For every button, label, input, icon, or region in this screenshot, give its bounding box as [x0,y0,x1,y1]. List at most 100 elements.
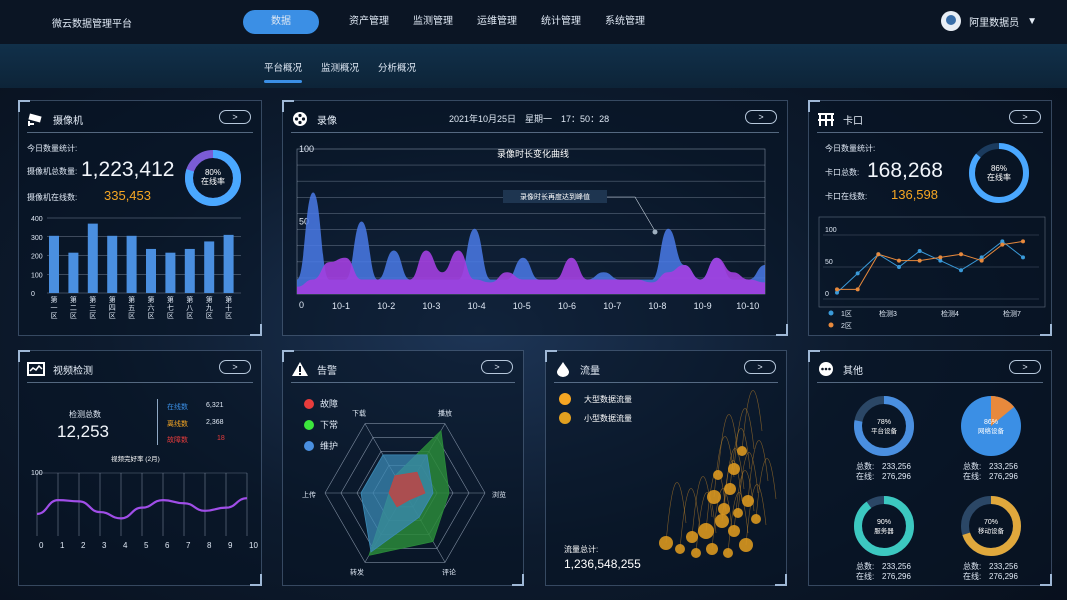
chevron-down-icon[interactable]: ▼ [1027,15,1037,27]
ring-fill [185,150,241,206]
x-tick-label: 6 [165,541,170,550]
user-name[interactable]: 阿里数据员 [969,17,1020,29]
x-tick-label: 第三区 [89,295,96,320]
divider [27,382,253,383]
ring-fill [854,396,914,456]
tab-platform-overview[interactable]: 平台概况 [264,60,303,83]
alarm-more-button[interactable]: > [481,360,513,374]
fault-stat-value: 18 [217,435,225,442]
annotation-leader [607,196,656,232]
legend-large: 大型数据流量 [584,394,632,404]
y-tick-label: 100 [31,272,43,279]
other-more-button[interactable]: > [1009,360,1041,374]
legend-small: 小型数据流量 [584,413,632,423]
checkpoint-more-button[interactable]: > [1009,110,1041,124]
alarm-panel: 告警 > 故障 下常 维护 播放 浏览 评论 转发 上传 下载 [282,350,524,586]
video-more-button[interactable]: > [745,110,777,124]
ring-online-value: 276,296 [882,472,911,481]
x-tick-label: 第四区 [109,295,116,320]
plot-frame [818,216,1046,308]
camera-more-button[interactable]: > [219,110,251,124]
user-menu[interactable]: 阿里数据员 ▼ [941,11,1037,31]
series-point [917,249,922,253]
fault-stat-label: 故障数 [167,437,188,444]
x-tick-char: 第 [128,295,135,304]
camera-charts: 80% 在线率 0100200300400第一区第二区第三区第四区第五区第六区第… [31,150,241,320]
nav-ops[interactable]: 运维管理 [477,16,517,27]
series-point [897,265,901,269]
x-tick-label: 7 [186,541,191,550]
x-tick-char: 三 [89,304,96,312]
x-tick-label: 2 [81,541,86,550]
traffic-total-label: 流量总计: [564,544,598,554]
x-tick-label: 10-6 [558,301,576,311]
divider [817,132,1043,133]
video-detect-more-button[interactable]: > [219,360,251,374]
y-tick-label: 400 [31,216,43,223]
ring-label: 在线率 [201,176,225,186]
x-tick-label: 第七区 [167,295,174,320]
bar [126,235,137,293]
radar-axis-label: 转发 [350,567,364,576]
traffic-more-button[interactable]: > [744,360,776,374]
tab-analysis-overview[interactable]: 分析概况 [378,63,417,74]
radar-series [388,471,426,508]
bubble [739,538,753,552]
nav-data[interactable]: 数据 [243,10,319,34]
legend-dot-small [559,412,571,424]
video-detect-line-chart: 视频完好率 (2月) 100012345678910 [31,454,258,550]
nav-monitor[interactable]: 监测管理 [413,16,453,27]
ring-percent: 78% [877,419,891,426]
ring-total-value: 233,256 [989,562,1018,571]
x-tick-label: 3 [102,541,107,550]
x-tick-char: 区 [186,312,193,320]
tab-monitor-overview[interactable]: 监测概况 [321,63,360,74]
camera-total: 1,223,412 [81,158,175,181]
bar [146,248,156,293]
x-tick-char: 第 [70,295,77,304]
y-tick-label: 50 [825,259,833,266]
flow-curve [755,458,777,520]
series-point [959,252,963,257]
nav-assets[interactable]: 资产管理 [349,16,389,27]
chart-annotation: 录像时长再度达到峰值 [520,192,590,201]
peak-marker [652,229,658,235]
nav-stats[interactable]: 统计管理 [541,16,581,27]
ring-online-label: 在线: [856,471,874,481]
more-dots-icon [819,362,833,376]
camera-online: 335,453 [104,188,151,203]
x-tick-label: 10-4 [468,301,486,311]
series-point [938,255,943,260]
x-tick-char: 第 [148,295,155,304]
x-tick-label: 10 [249,541,258,550]
x-tick-char: 八 [186,305,193,312]
series-point [897,258,901,263]
ring-fill [969,143,1029,203]
x-tick-label: 10-5 [513,301,531,311]
ring-fill [854,496,914,556]
y-tick-label: 0 [825,291,829,298]
nav-system[interactable]: 系统管理 [605,16,645,27]
pie-slice [991,396,1015,426]
brand-title: 微云数据管理平台 [52,19,132,30]
series-point [1021,255,1025,260]
legend-dot [828,322,834,328]
series-point [855,271,860,276]
main-nav: 数据 资产管理 监测管理 运维管理 统计管理 系统管理 [243,10,657,34]
series-line [837,240,1024,290]
x-tick-label: 10-9 [694,301,712,311]
x-tick-label: 10-1 [332,301,350,311]
bubble [706,543,718,555]
video-detect-panel: 视频检测 > 检测总数 12,253 在线数 6,321 离线数 2,368 故… [18,350,262,586]
divider [554,382,778,383]
avatar[interactable] [941,11,962,31]
bubble [718,503,730,515]
ring-percent: 86% [991,164,1007,173]
bubble [715,514,729,528]
series-point [979,255,984,260]
divider [291,132,779,133]
stats-divider [157,399,158,445]
ring-percent: 70% [984,519,998,526]
